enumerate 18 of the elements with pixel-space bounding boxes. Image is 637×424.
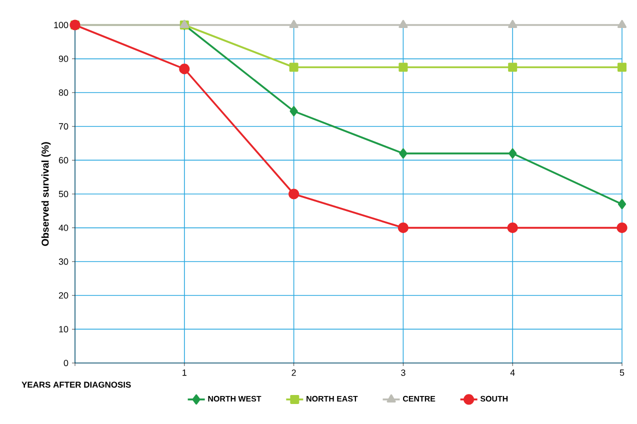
x-tick-label: 4 — [510, 370, 515, 376]
y-tick-label: 80 — [58, 89, 68, 96]
y-tick-label: 100 — [54, 22, 68, 28]
y-tick-label: 30 — [58, 258, 68, 265]
x-tick-label: 1 — [182, 370, 186, 376]
x-tick-label: 5 — [620, 370, 624, 376]
y-tick-label: 40 — [58, 224, 68, 231]
y-tick-label: 70 — [58, 123, 68, 130]
y-tick-label: 10 — [59, 326, 68, 332]
y-tick-label: 50 — [58, 190, 68, 198]
x-tick-label: 2 — [292, 370, 296, 376]
x-tick-label: 3 — [401, 370, 406, 376]
y-tick-label: 90 — [58, 56, 68, 62]
x-axis-title: YEARS AFTER DIAGNOSIS — [22, 382, 131, 388]
y-tick-label: 0 — [64, 360, 68, 366]
y-tick-label: 20 — [58, 292, 68, 299]
y-tick-label: 60 — [58, 157, 68, 164]
y-axis-title: Observed survival (%) — [41, 142, 51, 246]
